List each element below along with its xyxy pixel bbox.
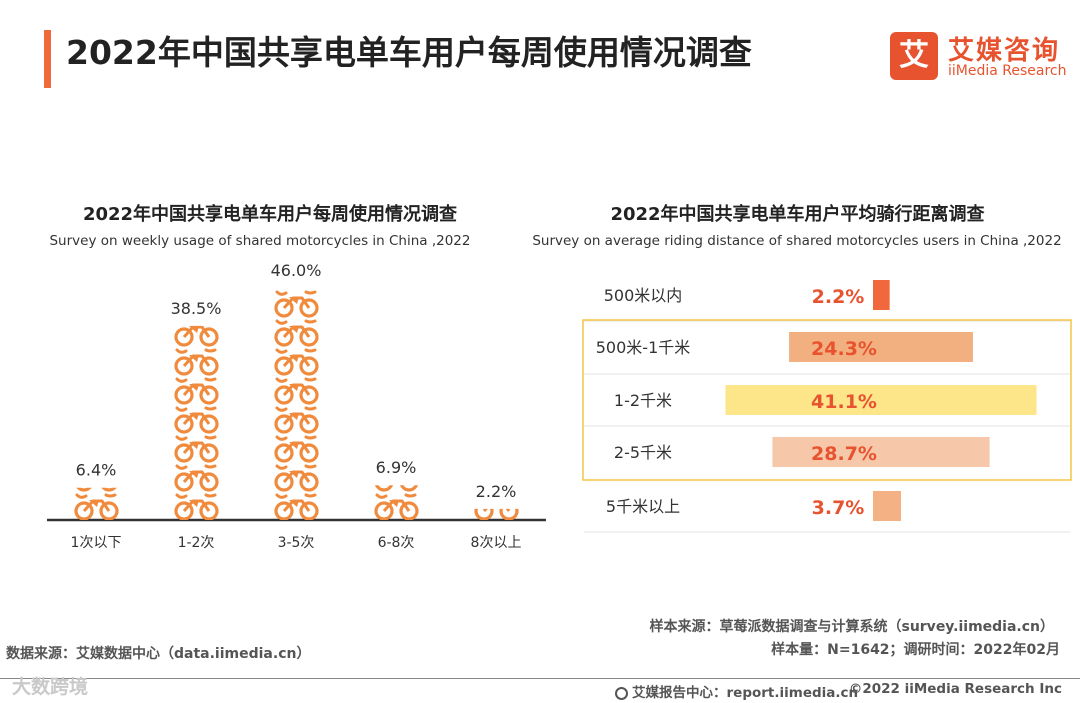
distance-chart-title: 2022年中国共享电单车用户平均骑行距离调查 xyxy=(610,204,985,225)
motorcycle-icon xyxy=(74,493,119,520)
data-source: 数据来源：艾媒数据中心（data.iimedia.cn） xyxy=(6,646,311,662)
distance-category-label-3: 1-2千米 xyxy=(614,391,672,410)
weekly-bar-2 xyxy=(174,325,219,520)
weekly-category-label-5: 8次以上 xyxy=(471,535,522,551)
motorcycle-icon xyxy=(274,406,319,434)
logo-en-text: iiMedia Research xyxy=(948,63,1067,79)
motorcycle-icon xyxy=(174,377,219,405)
motorcycle-icon xyxy=(174,435,219,463)
weekly-bar-5 xyxy=(474,508,519,521)
footer-divider xyxy=(0,678,1080,679)
motorcycle-icon xyxy=(274,435,319,463)
motorcycle-icon xyxy=(274,493,319,520)
weekly-bar-4 xyxy=(374,485,419,521)
distance-bar-3 xyxy=(725,385,1037,415)
weekly-value-label-2: 38.5% xyxy=(171,299,222,318)
distance-category-label-5: 5千米以上 xyxy=(606,497,680,516)
motorcycle-icon xyxy=(174,348,219,376)
weekly-category-label-1: 1次以下 xyxy=(71,535,122,551)
weekly-chart-title: 2022年中国共享电单车用户每周使用情况调查 xyxy=(82,204,458,225)
motorcycle-icon xyxy=(374,485,419,492)
weekly-bar-3 xyxy=(274,290,319,520)
motorcycle-icon xyxy=(76,487,117,492)
motorcycle-icon xyxy=(274,348,319,376)
distance-highlight-box xyxy=(582,319,1072,481)
copyright: ©2022 iiMedia Research Inc xyxy=(848,681,1062,697)
distance-value-label-4: 28.7% xyxy=(811,443,877,465)
motorcycle-icon xyxy=(174,464,219,492)
motorcycle-icon xyxy=(374,493,419,521)
title-accent-bar xyxy=(44,30,51,88)
distance-category-label-2: 500米-1千米 xyxy=(596,338,691,357)
distance-bar-2 xyxy=(789,332,973,362)
motorcycle-icon xyxy=(174,406,219,434)
distance-chart-subtitle: Survey on average riding distance of sha… xyxy=(532,233,1062,249)
logo-cn-text: 艾媒咨询 xyxy=(948,36,1061,66)
distance-category-label-1: 500米以内 xyxy=(604,286,683,305)
distance-value-label-2: 24.3% xyxy=(811,338,877,360)
distance-bar-5 xyxy=(873,491,901,521)
weekly-category-label-3: 3-5次 xyxy=(278,535,315,551)
weekly-bar-1 xyxy=(74,487,119,520)
sample-size: 样本量：N=1642；调研时间：2022年02月 xyxy=(771,642,1060,658)
watermark: 大数跨境 xyxy=(12,676,89,698)
motorcycle-icon xyxy=(274,290,319,318)
distance-bar-4 xyxy=(772,437,990,467)
motorcycle-icon xyxy=(474,508,519,521)
motorcycle-icon xyxy=(274,464,319,492)
distance-value-label-5: 3.7% xyxy=(812,497,865,519)
weekly-value-label-4: 6.9% xyxy=(376,458,417,477)
weekly-category-label-4: 6-8次 xyxy=(378,535,415,551)
distance-value-label-1: 2.2% xyxy=(812,286,865,308)
distance-value-label-3: 41.1% xyxy=(811,391,877,413)
weekly-value-label-1: 6.4% xyxy=(76,461,117,480)
weekly-category-label-2: 1-2次 xyxy=(178,535,215,551)
page-title: 2022年中国共享电单车用户每周使用情况调查 xyxy=(66,33,752,72)
weekly-chart-subtitle: Survey on weekly usage of shared motorcy… xyxy=(49,233,471,249)
globe-icon xyxy=(615,687,628,700)
motorcycle-icon xyxy=(274,377,319,405)
sample-source: 样本来源：草莓派数据调查与计算系统（survey.iimedia.cn） xyxy=(649,619,1054,635)
distance-category-label-4: 2-5千米 xyxy=(614,443,672,462)
motorcycle-icon xyxy=(174,493,219,520)
motorcycle-icon xyxy=(274,319,319,347)
logo-mark: 艾 xyxy=(890,32,938,80)
motorcycle-icon xyxy=(174,325,219,347)
iimedia-logo: 艾 艾媒咨询 iiMedia Research xyxy=(890,32,1067,82)
weekly-value-label-3: 46.0% xyxy=(271,261,322,280)
weekly-value-label-5: 2.2% xyxy=(476,482,517,501)
distance-bar-1 xyxy=(873,280,890,310)
report-center: 艾媒报告中心：report.iimedia.cn xyxy=(615,681,858,701)
report-center-text: 艾媒报告中心：report.iimedia.cn xyxy=(632,685,859,701)
